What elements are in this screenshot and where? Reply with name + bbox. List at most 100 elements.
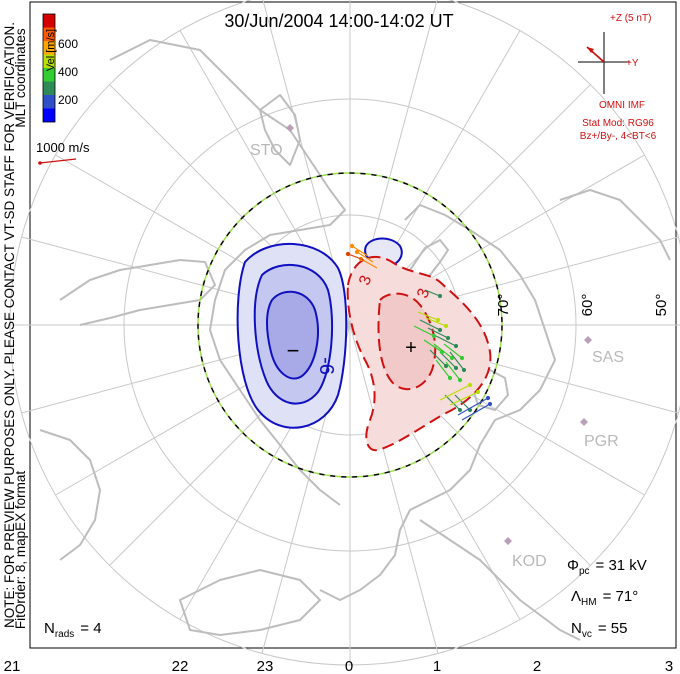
colorbar-segment: [43, 54, 55, 68]
velocity-vector: [449, 351, 465, 371]
colorbar-label: Vel [m/s]: [45, 29, 57, 71]
station-marker-pgr: [580, 418, 588, 426]
velocity-vector: [351, 245, 369, 257]
colorbar-frame: [42, 13, 56, 123]
imf-axis-z-label: +Z (5 nT): [610, 13, 651, 24]
velocity-vector-dot: [457, 377, 463, 383]
colorbar-segment: [43, 81, 55, 95]
velocity-vector: [443, 343, 463, 359]
vector-count: Nvc = 55: [571, 620, 627, 640]
lambda-symbol: Λ: [571, 588, 581, 605]
velocity-vector-dot: [435, 317, 441, 323]
colorbar-tick-400: 400: [58, 65, 78, 79]
map-title: 30/Jun/2004 14:00-14:02 UT: [224, 11, 453, 31]
velocity-vector-dot: [475, 389, 481, 395]
colorbar-tick-600: 600: [58, 37, 78, 51]
coast-east: [559, 189, 671, 261]
lambda-value: = 71°: [603, 588, 639, 605]
velocity-vector-dot: [457, 407, 463, 413]
velocity-vector-dot: [345, 251, 351, 257]
radar-count: Nrads = 4: [44, 620, 102, 640]
coast-hudson: [469, 369, 509, 411]
latitude-label-70: 70°: [495, 294, 512, 317]
station-markers: [286, 124, 592, 545]
station-label-kod: KOD: [512, 553, 547, 570]
nvc-symbol: N: [571, 620, 582, 637]
velocity-vector-dot: [453, 343, 459, 349]
mlt-tick-label: 3: [665, 658, 673, 674]
mlt-tick-label: 1: [433, 658, 441, 674]
mlt-tick-label: 23: [257, 658, 274, 674]
coast-north-america: [319, 204, 556, 601]
mlt-meridians: [10, 0, 680, 665]
mlt-tick-label: 0: [345, 658, 353, 674]
velocity-vector: [444, 394, 461, 411]
velocity-vector: [435, 335, 457, 347]
heppner-maynard-latitude: ΛHM = 71°: [571, 588, 638, 608]
colorbar-segment: [43, 68, 55, 82]
phi-symbol: Φ: [567, 557, 579, 574]
imf-condition: Bz+/By-, 4<BT<6: [580, 131, 657, 142]
velocity-vector: [413, 325, 435, 337]
station-marker-sas: [584, 336, 592, 344]
velocity-colorbar: [42, 13, 56, 123]
velocity-vector: [427, 327, 449, 339]
velocity-vector: [356, 251, 374, 263]
phi-subscript: pc: [579, 566, 590, 577]
coast-west: [39, 429, 101, 561]
negative-potential-cell: − -6: [236, 237, 403, 429]
station-label-pgr: PGR: [584, 433, 619, 450]
coast-eurasia: [109, 39, 346, 506]
potential-maximum-marker: +: [405, 337, 417, 359]
nvc-value: = 55: [598, 620, 628, 637]
coast-south: [179, 569, 321, 636]
nvc-subscript: vc: [582, 629, 592, 640]
velocity-vector-dot: [485, 395, 491, 401]
heppner-maynard-boundary-alt: [197, 172, 503, 478]
colorbar-segment: [43, 108, 55, 122]
velocity-vector-dot: [487, 401, 493, 407]
colorbar-segment: [43, 95, 55, 109]
velocity-vector-dot: [349, 243, 355, 249]
velocity-vector-dot: [437, 327, 443, 333]
velocity-vector: [433, 343, 453, 359]
velocity-vector-dot: [449, 355, 455, 361]
map-statistics: Φpc = 31 kV ΛHM = 71° Nvc = 55 Nrads = 4: [44, 557, 647, 640]
velocity-vector: [423, 339, 443, 353]
imf-vector-arrowhead: [587, 47, 594, 53]
latitude-label-60: 60°: [579, 294, 596, 317]
velocity-vector: [425, 317, 447, 327]
coordinates-label: MLT coordinates: [13, 28, 28, 128]
velocity-vector: [435, 359, 451, 379]
vector-scale-label: 1000 m/s: [36, 140, 90, 155]
velocity-vector: [347, 253, 365, 261]
positive-potential-cell: + 3 3: [346, 256, 492, 452]
station-labels: STO SAS PGR KOD: [250, 142, 624, 570]
coast-alaska: [419, 519, 581, 641]
colorbar-segment: [43, 41, 55, 55]
vector-scale-dot: [38, 161, 42, 165]
phi-value: = 31 kV: [596, 557, 647, 574]
coast-scandinavia: [259, 94, 301, 166]
velocity-vector-dot: [443, 363, 449, 369]
velocity-vector-dot: [467, 382, 473, 388]
imf-axis-y-label: +Y: [626, 58, 639, 69]
velocity-vector-dot: [354, 249, 360, 255]
latitude-label-50: 50°: [653, 294, 670, 317]
velocity-vector-dot: [437, 293, 443, 299]
nrads-symbol: N: [44, 620, 55, 637]
velocity-vector: [439, 384, 471, 401]
velocity-vector: [454, 394, 471, 411]
velocity-vector-dot: [445, 335, 451, 341]
negative-contour-label: -6: [315, 357, 337, 375]
velocity-vector: [461, 403, 491, 421]
velocity-vector-dot: [453, 365, 459, 371]
mlt-tick-label: 2: [533, 658, 541, 674]
nrads-subscript: rads: [55, 629, 74, 640]
velocity-vector-dot: [447, 375, 453, 381]
preview-note: NOTE: FOR PREVIEW PURPOSES ONLY. PLEASE …: [2, 22, 17, 628]
velocity-vectors: [345, 243, 493, 421]
velocity-vector-dot: [443, 323, 449, 329]
velocity-vector-dot: [461, 367, 467, 373]
